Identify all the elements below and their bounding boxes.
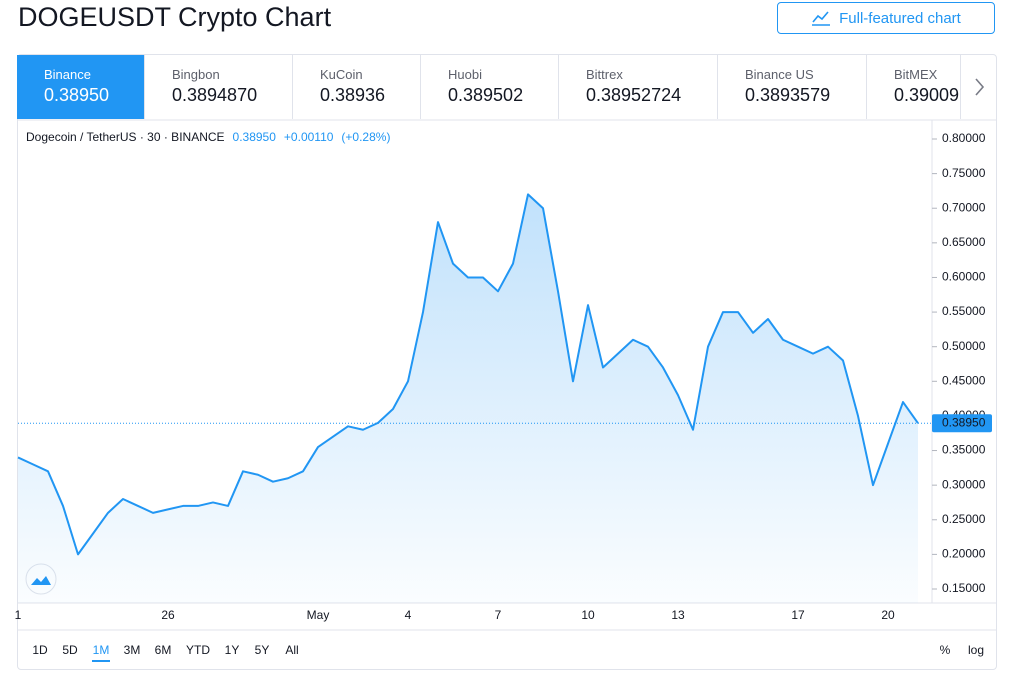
y-tick-label: 0.60000 bbox=[942, 270, 986, 284]
range-button[interactable]: YTD bbox=[186, 643, 210, 657]
x-tick-label: 4 bbox=[405, 608, 412, 622]
range-button[interactable]: 5Y bbox=[255, 643, 270, 657]
legend-symbol: Dogecoin / TetherUS · 30 · BINANCE bbox=[26, 130, 225, 144]
legend-change: +0.00110 bbox=[284, 130, 334, 144]
exchange-price: 0.3893579 bbox=[745, 85, 831, 105]
range-button[interactable]: 6M bbox=[155, 643, 172, 657]
x-tick-label: 26 bbox=[161, 608, 175, 622]
y-tick-label: 0.30000 bbox=[942, 477, 986, 491]
exchange-price: 0.38936 bbox=[320, 85, 386, 105]
x-tick-label: 7 bbox=[495, 608, 502, 622]
x-tick-label: May bbox=[307, 608, 330, 622]
x-tick-label: 10 bbox=[581, 608, 595, 622]
range-button[interactable]: 1Y bbox=[225, 643, 240, 657]
price-line bbox=[17, 193, 919, 556]
y-tick-label: 0.20000 bbox=[942, 547, 986, 561]
range-button[interactable]: 1D bbox=[32, 643, 48, 657]
legend-change-pct: (+0.28%) bbox=[341, 130, 390, 144]
exchange-price: 0.39009 bbox=[894, 85, 960, 105]
y-tick-label: 0.70000 bbox=[942, 200, 986, 214]
y-tick-label: 0.25000 bbox=[942, 512, 986, 526]
y-tick-label: 0.65000 bbox=[942, 235, 986, 249]
exchange-name: Bittrex bbox=[586, 67, 623, 82]
range-button[interactable]: 5D bbox=[62, 643, 78, 657]
x-tick-label: 20 bbox=[881, 608, 895, 622]
y-tick-label: 0.50000 bbox=[942, 339, 986, 353]
exchange-price: 0.3894870 bbox=[172, 85, 258, 105]
x-tick-label: 1 bbox=[15, 608, 22, 622]
y-tick-label: 0.15000 bbox=[942, 581, 986, 595]
last-price-label: 0.38950 bbox=[942, 415, 986, 429]
exchange-tabs: Binance 0.38950 Bingbon 0.3894870 KuCoin 0.38… bbox=[17, 55, 960, 119]
y-tick-label: 0.35000 bbox=[942, 443, 986, 457]
exchange-tab[interactable]: KuCoin 0.38936 bbox=[293, 55, 421, 119]
y-tick-label: 0.55000 bbox=[942, 304, 986, 318]
exchange-tab[interactable]: BitMEX 0.39009 bbox=[867, 55, 960, 119]
range-button[interactable]: All bbox=[285, 643, 298, 657]
exchange-tab[interactable]: Huobi 0.389502 bbox=[421, 55, 559, 119]
x-tick-label: 13 bbox=[671, 608, 685, 622]
exchange-tab[interactable]: Bittrex 0.38952724 bbox=[559, 55, 718, 119]
page-title: DOGEUSDT Crypto Chart bbox=[18, 2, 332, 32]
exchange-name: BitMEX bbox=[894, 67, 938, 82]
more-tabs-arrow[interactable] bbox=[960, 55, 996, 119]
exchange-name: KuCoin bbox=[320, 67, 363, 82]
y-tick-label: 0.80000 bbox=[942, 131, 986, 145]
exchange-name: Binance bbox=[44, 67, 91, 82]
widget-frame bbox=[17, 54, 997, 670]
log-toggle[interactable]: log bbox=[968, 643, 984, 657]
exchange-tab[interactable]: Bingbon 0.3894870 bbox=[145, 55, 293, 119]
exchange-tab[interactable]: Binance 0.38950 bbox=[17, 55, 145, 119]
exchange-price: 0.38950 bbox=[44, 85, 110, 105]
exchange-tab[interactable]: Binance US 0.3893579 bbox=[718, 55, 867, 119]
y-tick-label: 0.75000 bbox=[942, 166, 986, 180]
exchange-price: 0.389502 bbox=[448, 85, 524, 105]
exchange-name: Bingbon bbox=[172, 67, 220, 82]
chart-icon bbox=[812, 11, 831, 26]
arrow-icon bbox=[975, 78, 985, 96]
button-label: Full-featured chart bbox=[839, 9, 961, 27]
area-fill bbox=[18, 194, 918, 603]
exchange-name: Binance US bbox=[745, 67, 814, 82]
range-button[interactable]: 3M bbox=[124, 643, 141, 657]
exchange-name: Huobi bbox=[448, 67, 482, 82]
exchange-price: 0.38952724 bbox=[586, 85, 682, 105]
last-price-box bbox=[932, 414, 992, 433]
full-chart-button[interactable]: Full-featured chart bbox=[777, 2, 995, 34]
range-button[interactable]: 1M bbox=[93, 643, 110, 657]
y-tick-label: 0.45000 bbox=[942, 373, 986, 387]
x-tick-label: 17 bbox=[791, 608, 805, 622]
percent-toggle[interactable]: % bbox=[940, 643, 951, 657]
legend-price: 0.38950 bbox=[233, 130, 277, 144]
